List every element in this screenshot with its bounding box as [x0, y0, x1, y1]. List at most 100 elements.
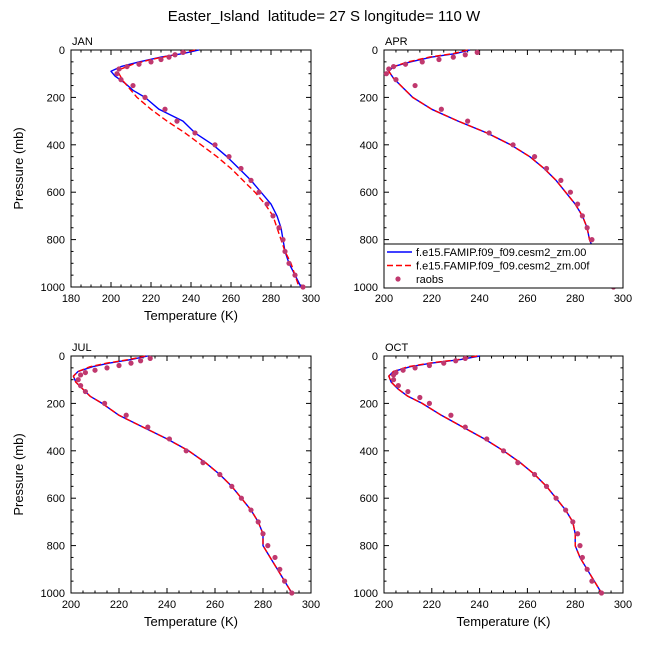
- legend: f.e15.FAMIP.f09_f09.cesm2_zm.00 f.e15.FAM…: [383, 243, 624, 289]
- raobs-point: [114, 71, 120, 77]
- raobs-point: [405, 388, 411, 395]
- raobs-point: [412, 365, 418, 371]
- raobs-point: [255, 519, 261, 525]
- raobs-point: [567, 189, 574, 195]
- raobs-point: [579, 554, 585, 561]
- x-tick-label: 200: [62, 599, 80, 611]
- raobs-point: [192, 130, 198, 136]
- raobs-point: [124, 63, 130, 70]
- raobs-point: [531, 154, 538, 160]
- raobs-point: [426, 400, 433, 406]
- raobs-point: [148, 59, 154, 65]
- raobs-point: [289, 590, 295, 596]
- y-tick-label: 200: [360, 398, 378, 410]
- x-axis-title: Temperature (K): [457, 614, 551, 629]
- raobs-point: [486, 130, 492, 136]
- raobs-point: [574, 201, 581, 207]
- raobs-point: [395, 383, 401, 389]
- raobs-point: [543, 483, 550, 489]
- series-line-cesm2-zm-00f: [118, 49, 300, 288]
- y-tick-label: 1000: [41, 282, 65, 294]
- raobs-point: [390, 377, 397, 383]
- y-tick-label: 800: [47, 541, 65, 553]
- raobs-point: [277, 566, 283, 572]
- raobs-point: [510, 142, 516, 148]
- series-line-cesm2-zm-00: [110, 49, 302, 288]
- series-line-cesm2-zm-00: [388, 355, 603, 594]
- raobs-point: [462, 424, 468, 430]
- page-title: Easter_Island latitude= 27 S longitude= …: [167, 8, 481, 25]
- raobs-point: [123, 412, 129, 418]
- raobs-point: [147, 355, 153, 361]
- raobs-point: [412, 82, 418, 89]
- raobs-point: [229, 483, 235, 489]
- x-tick-label: 180: [62, 293, 80, 305]
- raobs-point: [158, 56, 164, 63]
- x-tick-label: 220: [423, 293, 441, 305]
- x-tick-label: 300: [614, 293, 632, 305]
- raobs-point: [543, 165, 550, 172]
- x-tick-label: 220: [110, 599, 128, 611]
- raobs-point: [402, 61, 409, 67]
- raobs-point: [282, 578, 288, 584]
- x-axis-title: Temperature (K): [144, 308, 238, 323]
- raobs-point: [166, 436, 172, 442]
- raobs-point: [217, 471, 223, 478]
- x-tick-label: 280: [566, 293, 584, 305]
- series-line-cesm2-zm-00f: [72, 355, 293, 594]
- raobs-point: [280, 237, 286, 243]
- panel-apr: APR 200 220 240 260 280 300 0 200 400 600 800 1000 f.…: [354, 36, 633, 305]
- x-tick-label: 300: [302, 293, 320, 305]
- y-tick-label: 1000: [354, 588, 378, 600]
- raobs-point: [78, 383, 84, 389]
- raobs-point: [162, 106, 168, 112]
- x-tick-label: 240: [470, 293, 488, 305]
- raobs-point: [145, 424, 151, 430]
- x-tick-label: 280: [566, 599, 584, 611]
- x-tick-label: 240: [470, 599, 488, 611]
- raobs-point: [292, 272, 298, 278]
- raobs-point: [465, 118, 471, 124]
- x-tick-label: 260: [518, 293, 536, 305]
- raobs-point: [450, 54, 456, 60]
- x-tick-label: 300: [302, 599, 320, 611]
- raobs-point: [264, 201, 270, 207]
- raobs-point: [172, 52, 178, 58]
- raobs-point: [500, 448, 507, 454]
- raobs-point: [558, 177, 564, 183]
- raobs-point: [438, 106, 444, 112]
- raobs-point: [166, 54, 172, 60]
- y-tick-label: 800: [47, 235, 65, 247]
- raobs-point: [553, 495, 559, 501]
- raobs-point: [102, 400, 108, 406]
- x-tick-label: 200: [375, 293, 393, 305]
- raobs-point: [462, 52, 468, 58]
- raobs-point: [417, 394, 423, 401]
- y-tick-label: 1000: [41, 588, 65, 600]
- raobs-point: [78, 372, 84, 378]
- raobs-point: [136, 61, 142, 67]
- raobs-point: [128, 360, 134, 366]
- legend-label: raobs: [416, 274, 444, 286]
- x-tick-label: 280: [254, 599, 272, 611]
- raobs-point: [248, 177, 254, 183]
- panel-label: JUL: [72, 342, 92, 354]
- panel-label: OCT: [385, 342, 409, 354]
- raobs-point: [448, 412, 454, 418]
- raobs-point: [118, 77, 124, 83]
- y-tick-label: 600: [47, 493, 65, 505]
- raobs-point: [589, 237, 595, 243]
- legend-label: f.e15.FAMIP.f09_f09.cesm2_zm.00: [416, 247, 586, 259]
- raobs-point: [390, 63, 397, 70]
- raobs-point: [238, 495, 244, 501]
- raobs-point: [598, 590, 605, 596]
- raobs-point: [116, 66, 122, 72]
- legend-box: [383, 243, 624, 289]
- raobs-point: [200, 460, 206, 466]
- raobs-point: [272, 554, 278, 561]
- raobs-point: [386, 66, 392, 72]
- raobs-point: [92, 367, 98, 373]
- x-tick-label: 280: [262, 293, 280, 305]
- raobs-point: [589, 578, 595, 584]
